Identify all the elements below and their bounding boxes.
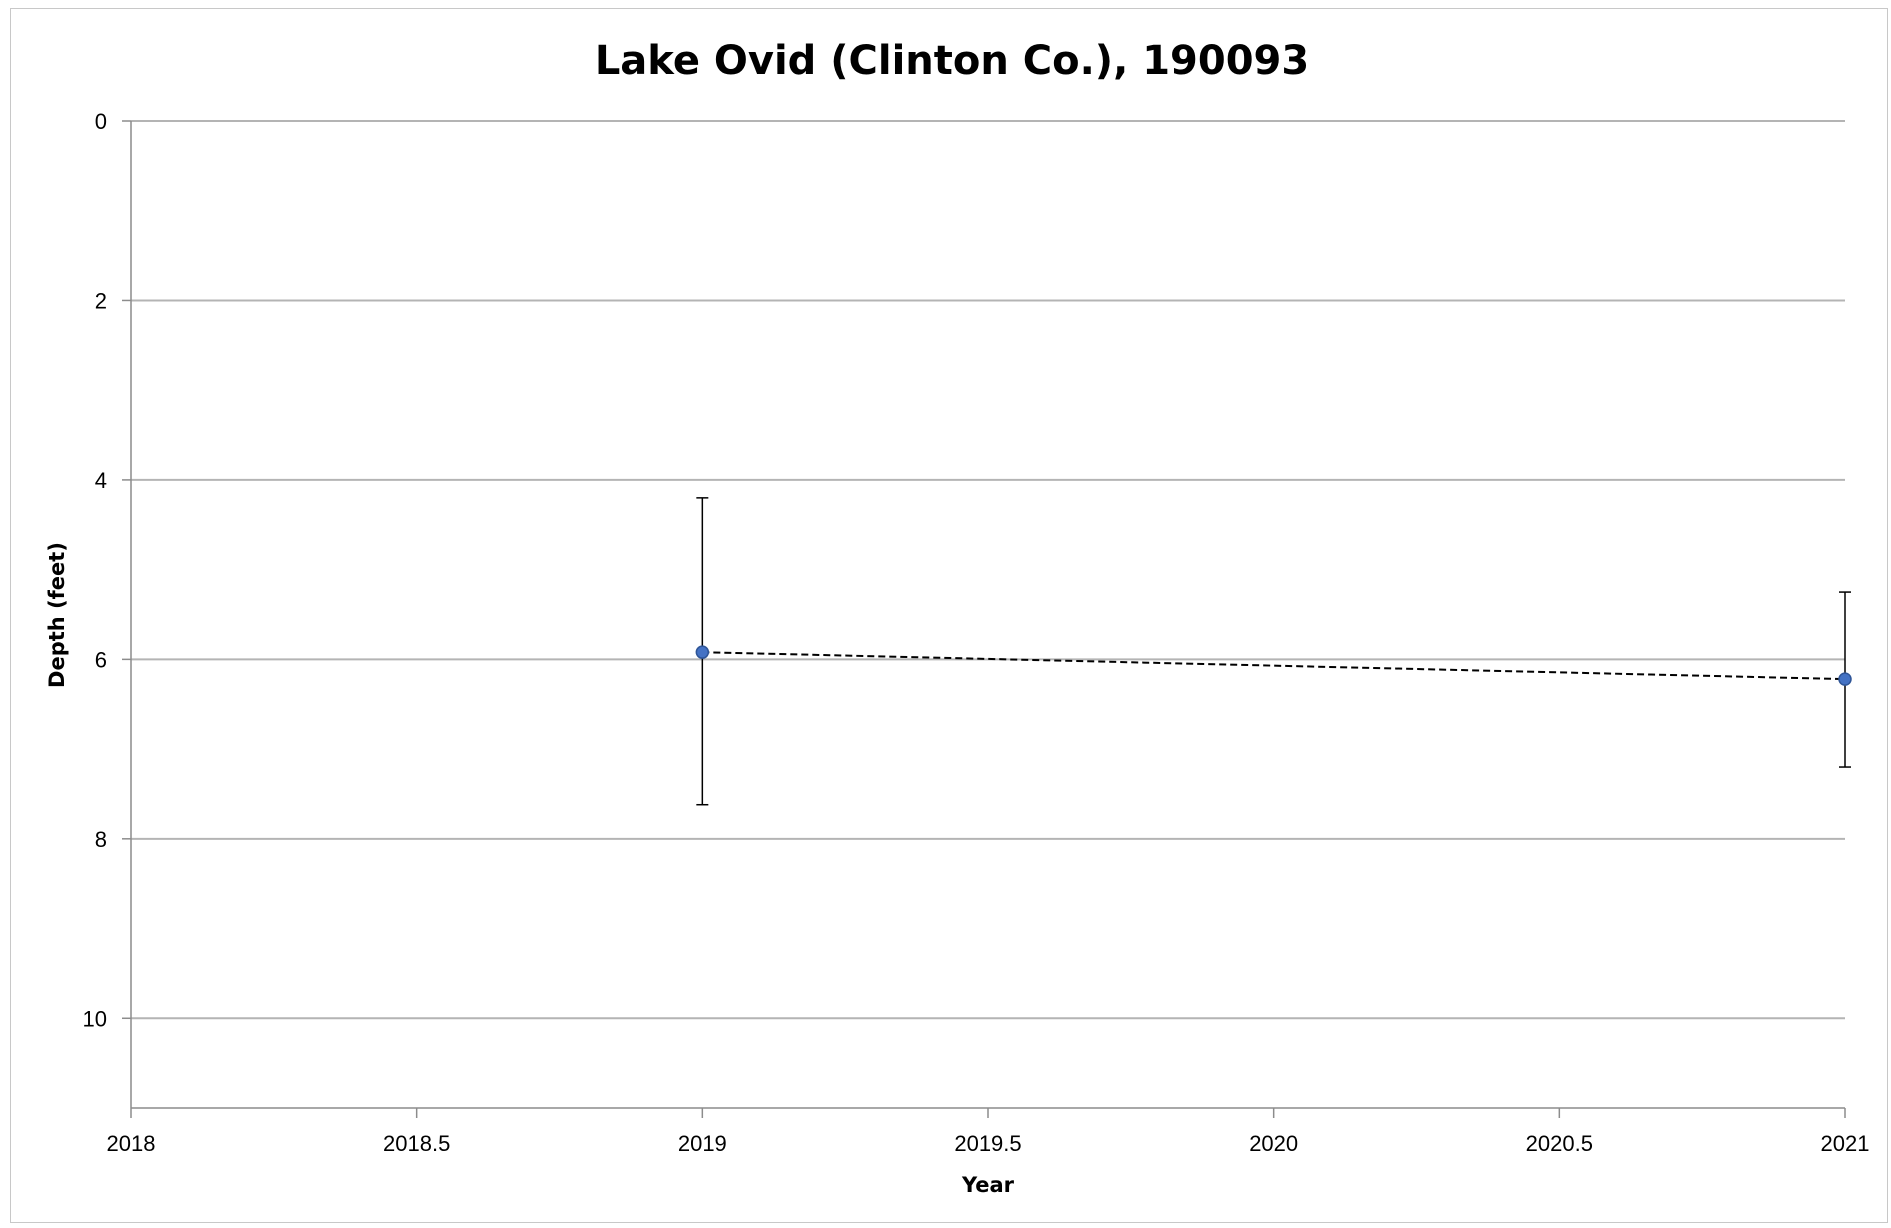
x-tick-label: 2019 (678, 1131, 727, 1156)
x-tick-label: 2021 (1821, 1131, 1870, 1156)
x-axis-title: Year (961, 1173, 1015, 1197)
y-tick-label: 10 (83, 1006, 107, 1031)
y-tick-label: 6 (95, 647, 107, 672)
x-tick-label: 2020 (1249, 1131, 1298, 1156)
y-tick-label: 8 (95, 827, 107, 852)
data-series (695, 497, 1852, 806)
y-axis-title: Depth (feet) (45, 542, 69, 688)
gridlines (131, 120, 1845, 1020)
data-point (695, 645, 710, 659)
x-tick-label: 2018.5 (383, 1131, 450, 1156)
y-tick-label: 2 (95, 288, 107, 313)
y-tick-label: 4 (95, 468, 107, 493)
x-tick-label: 2020.5 (1526, 1131, 1593, 1156)
x-tick-label: 2019.5 (954, 1131, 1021, 1156)
y-tick-label: 0 (95, 109, 107, 134)
data-point (1838, 672, 1852, 686)
x-tick-label: 2018 (107, 1131, 156, 1156)
chart-title: Lake Ovid (Clinton Co.), 190093 (595, 38, 1309, 84)
axes (122, 120, 1846, 1118)
y-tick-labels: 0 2 4 6 8 10 (83, 109, 107, 1031)
x-tick-labels: 2018 2018.5 2019 2019.5 2020 2020.5 2021 (107, 1131, 1870, 1156)
series-line (702, 651, 1846, 681)
chart-frame (10, 8, 1888, 1223)
